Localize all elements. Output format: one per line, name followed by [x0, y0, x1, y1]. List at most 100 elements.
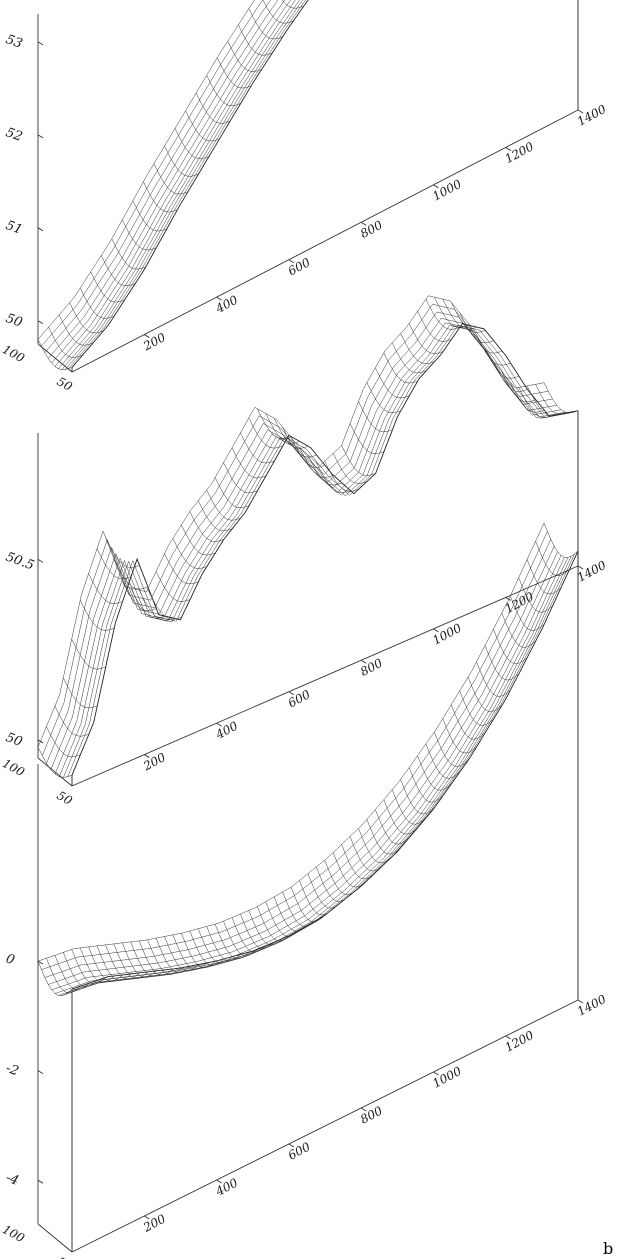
- y-tick-mark: [577, 565, 584, 570]
- mesh-line-x-9: [41, 0, 263, 347]
- z-tick-mark: [37, 1179, 44, 1184]
- mesh-line-y-22: [223, 462, 258, 494]
- mesh-line-y-2: [58, 314, 94, 346]
- mesh-line-y-9: [132, 200, 167, 232]
- mesh-line-y-8: [105, 537, 140, 568]
- z-tick-label: 50: [4, 311, 25, 331]
- z-tick-mark: [37, 134, 44, 139]
- y-tick-mark: [577, 109, 584, 114]
- mesh-line-y-15: [164, 553, 199, 585]
- y-tick-mark: [288, 259, 295, 264]
- mesh-line-y-3: [69, 302, 104, 334]
- mesh-line-x-1: [68, 553, 575, 993]
- mesh-line-y-40: [375, 809, 410, 845]
- z-tick-mark: [37, 41, 44, 46]
- mesh-line-y-52: [476, 334, 511, 366]
- y-tick-mark: [216, 1179, 222, 1184]
- mesh-line-y-2: [54, 955, 90, 991]
- mesh-line-y-34: [324, 461, 359, 492]
- mesh-line-y-39: [366, 819, 402, 855]
- mesh-line-y-24: [240, 913, 275, 949]
- y-tick-label: 800: [358, 1103, 385, 1126]
- z-tick-mark: [37, 739, 44, 744]
- z-tick-label: 52: [4, 125, 25, 145]
- mesh-line-y-14: [155, 571, 191, 602]
- x-axis-line: [37, 1223, 73, 1253]
- y-axis-line: [71, 109, 579, 373]
- mesh-line-y-44: [408, 767, 444, 803]
- mesh-line-y-3: [63, 677, 98, 709]
- z-tick-label: 51: [4, 218, 25, 238]
- y-tick-mark: [433, 628, 439, 633]
- mesh-line-y-60: [543, 382, 579, 414]
- mesh-line-y-7: [96, 945, 132, 981]
- mesh-line-y-27: [265, 901, 300, 937]
- y-tick-label: 1400: [575, 102, 609, 129]
- mesh-line-y-14: [185, 110, 220, 142]
- mesh-line-y-10: [122, 942, 157, 978]
- mesh-line-y-58: [526, 559, 562, 595]
- mesh-line-y-22: [223, 921, 258, 956]
- mesh-line-y-5: [90, 271, 125, 303]
- mesh-line-y-40: [375, 367, 410, 399]
- x-tick-label: 100: [0, 342, 27, 365]
- mesh-line-y-31: [299, 447, 334, 478]
- mesh-line-y-36: [341, 844, 376, 880]
- y-axis-line: [71, 999, 579, 1253]
- mesh-line-y-29: [282, 891, 317, 927]
- mesh-line-y-4: [79, 287, 115, 319]
- mesh-line-y-12: [138, 589, 174, 621]
- y-tick-label: 1200: [503, 589, 537, 616]
- y-tick-label: 1400: [575, 558, 609, 585]
- mesh-line-x-3: [61, 0, 300, 370]
- mesh-line-y-19: [238, 24, 273, 56]
- mesh-line-y-45: [417, 311, 452, 342]
- mesh-line-x-6: [51, 0, 286, 364]
- z-tick-mark: [37, 960, 44, 965]
- mesh-line-y-19: [197, 500, 233, 532]
- x-tick-label: 50: [55, 374, 75, 394]
- mesh-line-y-60: [543, 522, 579, 558]
- mesh-line-y-55: [501, 612, 536, 648]
- panel-label: b: [603, 1239, 613, 1258]
- y-tick-label: 600: [286, 687, 313, 710]
- y-tick-mark: [505, 597, 511, 601]
- mesh-line-y-32: [307, 454, 342, 486]
- mesh-line-y-12: [164, 145, 199, 177]
- y-tick-mark: [216, 296, 222, 301]
- mesh-line-y-2: [54, 705, 89, 737]
- z-tick-label: 50: [4, 730, 25, 750]
- z-tick-mark: [37, 227, 44, 232]
- mesh-line-y-18: [227, 41, 262, 72]
- mesh-line-y-50: [459, 312, 494, 344]
- mesh-line-y-18: [189, 930, 224, 966]
- mesh-line-y-13: [147, 589, 182, 620]
- x-tick-label: 100: [0, 756, 27, 779]
- y-tick-label: 800: [358, 656, 385, 679]
- surface-plot-1: 200 400 600 800 1000 1200 1400 50 100 50 51 52 53: [0, 0, 609, 394]
- mesh-line-y-43: [400, 333, 435, 364]
- y-tick-label: 400: [213, 719, 241, 743]
- mesh-line-y-20: [206, 489, 241, 521]
- y-tick-mark: [505, 147, 511, 151]
- mesh-line-y-0: [37, 961, 73, 996]
- mesh-line-y-33: [316, 462, 351, 493]
- mesh-line-y-8: [105, 944, 140, 980]
- y-tick-mark: [577, 999, 584, 1004]
- x-axis-line: [37, 343, 73, 373]
- mesh-line-x-6: [51, 551, 558, 991]
- mesh-line-y-17: [216, 57, 252, 89]
- y-tick-mark: [144, 1215, 150, 1220]
- mesh-line-x-10: [37, 0, 255, 340]
- mesh-line-y-1: [46, 958, 81, 993]
- y-tick-mark: [433, 1071, 439, 1076]
- mesh-line-y-28: [273, 896, 309, 932]
- mesh-line-y-41: [383, 799, 418, 835]
- mesh-line-y-1: [46, 726, 81, 758]
- mesh-line-y-22: [281, 0, 304, 9]
- mesh-line-y-44: [408, 323, 444, 354]
- mesh-line-y-42: [391, 789, 427, 825]
- mesh-line-y-20: [248, 8, 283, 40]
- mesh-line-y-48: [442, 718, 477, 754]
- mesh-line-y-16: [206, 75, 241, 106]
